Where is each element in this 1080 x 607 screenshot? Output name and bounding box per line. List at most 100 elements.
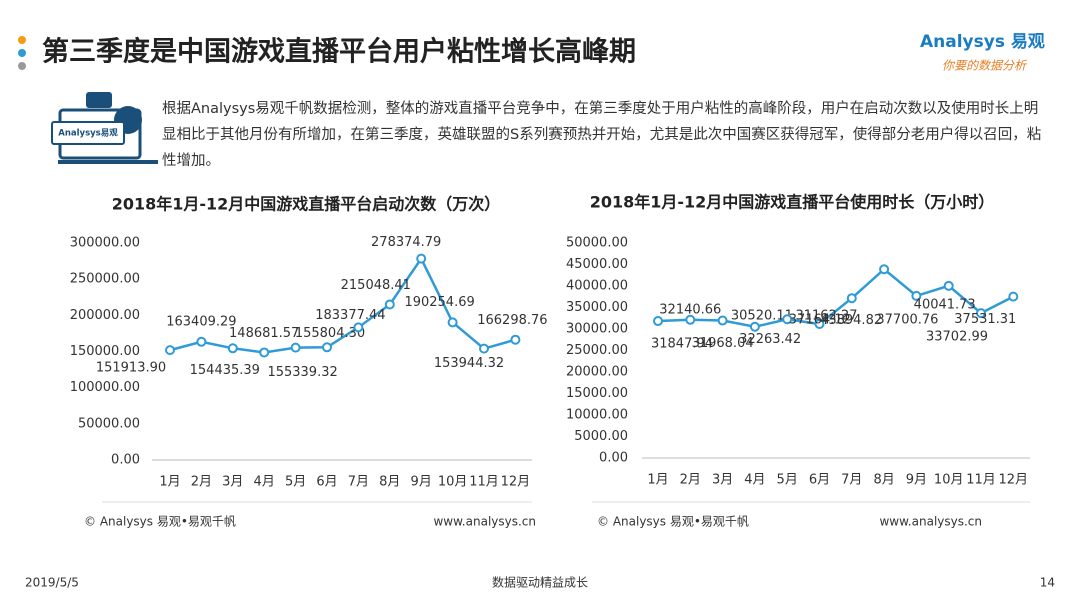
x-tick-label: 1月 — [159, 475, 180, 490]
data-point — [447, 317, 458, 328]
x-tick-label: 11月 — [469, 475, 499, 490]
footer-slogan: 数据驱动精益成长 — [492, 575, 588, 590]
x-tick-label: 6月 — [316, 475, 337, 490]
y-tick-label: 30000.00 — [566, 322, 628, 337]
data-label: 43894.82 — [820, 313, 882, 328]
data-point — [165, 345, 175, 356]
data-point — [196, 336, 207, 347]
data-point — [510, 334, 521, 345]
x-tick-label: 12月 — [999, 473, 1029, 488]
data-label: 148681.57 — [229, 326, 299, 341]
chart-title: 2018年1月-12月中国游戏直播平台使用时长（万小时） — [590, 193, 995, 212]
x-tick-label: 4月 — [254, 475, 275, 490]
y-tick-label: 15000.00 — [566, 386, 628, 401]
data-point — [416, 253, 427, 264]
y-tick-label: 0.00 — [599, 451, 628, 466]
data-label: 278374.79 — [371, 235, 441, 250]
data-label: 190254.69 — [404, 295, 474, 310]
dot — [18, 36, 26, 44]
x-tick-label: 5月 — [777, 473, 798, 488]
data-point — [322, 342, 332, 353]
x-tick-label: 4月 — [744, 473, 765, 488]
x-tick-label: 8月 — [379, 475, 400, 490]
y-tick-label: 300000.00 — [70, 236, 140, 251]
data-label: 37164.12 — [789, 313, 851, 328]
data-label: 154435.39 — [190, 363, 260, 378]
website: www.analysys.cn — [879, 515, 982, 529]
data-label: 32140.66 — [659, 302, 721, 317]
x-tick-label: 2月 — [680, 473, 701, 488]
y-tick-label: 150000.00 — [70, 344, 140, 359]
dot — [18, 62, 26, 70]
data-line — [169, 256, 516, 354]
y-tick-label: 45000.00 — [566, 257, 628, 272]
x-tick-label: 10月 — [438, 475, 468, 490]
data-point — [653, 316, 663, 327]
data-point — [846, 293, 857, 304]
data-label: 31968.04 — [692, 336, 754, 351]
data-label: 163409.29 — [166, 314, 236, 329]
data-point — [814, 319, 825, 330]
data-point — [879, 264, 890, 275]
data-label: 32263.42 — [739, 332, 801, 347]
y-tick-label: 0.00 — [111, 453, 140, 468]
y-tick-label: 100000.00 — [70, 380, 140, 395]
data-point — [353, 322, 364, 333]
x-tick-label: 11月 — [966, 473, 996, 488]
data-point — [259, 347, 270, 358]
intro-icon: Analysys易观 — [51, 92, 158, 164]
logo-tagline: 你要的数据分析 — [942, 59, 1028, 73]
data-point — [943, 280, 954, 291]
y-tick-label: 35000.00 — [566, 300, 628, 315]
data-label: 31162.27 — [795, 309, 857, 324]
x-tick-label: 9月 — [906, 473, 927, 488]
data-point — [384, 299, 395, 310]
chart-title: 2018年1月-12月中国游戏直播平台启动次数（万次） — [112, 195, 501, 214]
data-label: 31847.94 — [651, 337, 713, 352]
x-tick-label: 6月 — [809, 473, 830, 488]
source: © Analysys 易观•易观千帆 — [597, 514, 749, 529]
x-tick-label: 5月 — [285, 475, 306, 490]
y-tick-label: 10000.00 — [566, 408, 628, 423]
y-tick-label: 50000.00 — [78, 416, 140, 431]
data-label: 155339.32 — [267, 365, 337, 380]
y-tick-label: 5000.00 — [574, 429, 628, 444]
data-point — [1008, 291, 1019, 302]
icon-label: Analysys易观 — [58, 128, 118, 139]
data-label: 37531.31 — [954, 312, 1016, 327]
data-label: 166298.76 — [477, 313, 547, 328]
x-tick-label: 1月 — [647, 473, 668, 488]
logo: Analysys 易观 — [920, 32, 1045, 52]
x-tick-label: 2月 — [191, 475, 212, 490]
data-label: 153944.32 — [434, 356, 504, 371]
y-tick-label: 20000.00 — [566, 365, 628, 380]
footer-date: 2019/5/5 — [25, 576, 79, 590]
data-label: 37700.76 — [876, 312, 938, 327]
intro-text: 根据Analysys易观千帆数据检测，整体的游戏直播平台竞争中，在第三季度处于用… — [162, 101, 1042, 169]
y-tick-label: 40000.00 — [566, 279, 628, 294]
y-tick-label: 250000.00 — [70, 272, 140, 287]
data-label: 155804.30 — [295, 326, 365, 341]
data-point — [479, 343, 489, 354]
x-tick-label: 9月 — [411, 475, 432, 490]
x-tick-label: 8月 — [873, 473, 894, 488]
y-tick-label: 50000.00 — [566, 236, 628, 251]
data-label: 151913.90 — [96, 361, 166, 376]
slide-title: 第三季度是中国游戏直播平台用户粘性增长高峰期 — [42, 36, 636, 68]
x-tick-label: 10月 — [934, 473, 964, 488]
y-tick-label: 25000.00 — [566, 343, 628, 358]
dot — [18, 49, 26, 57]
y-tick-label: 200000.00 — [70, 308, 140, 323]
source: © Analysys 易观•易观千帆 — [84, 514, 236, 529]
page-number: 14 — [1040, 576, 1055, 590]
data-point — [685, 314, 696, 325]
data-label: 30520.11 — [731, 308, 793, 323]
data-point — [717, 315, 728, 326]
data-label: 215048.41 — [341, 278, 411, 293]
data-label: 40041.73 — [914, 297, 976, 312]
website: www.analysys.cn — [433, 515, 536, 529]
data-point — [227, 343, 238, 354]
data-point — [976, 308, 986, 319]
